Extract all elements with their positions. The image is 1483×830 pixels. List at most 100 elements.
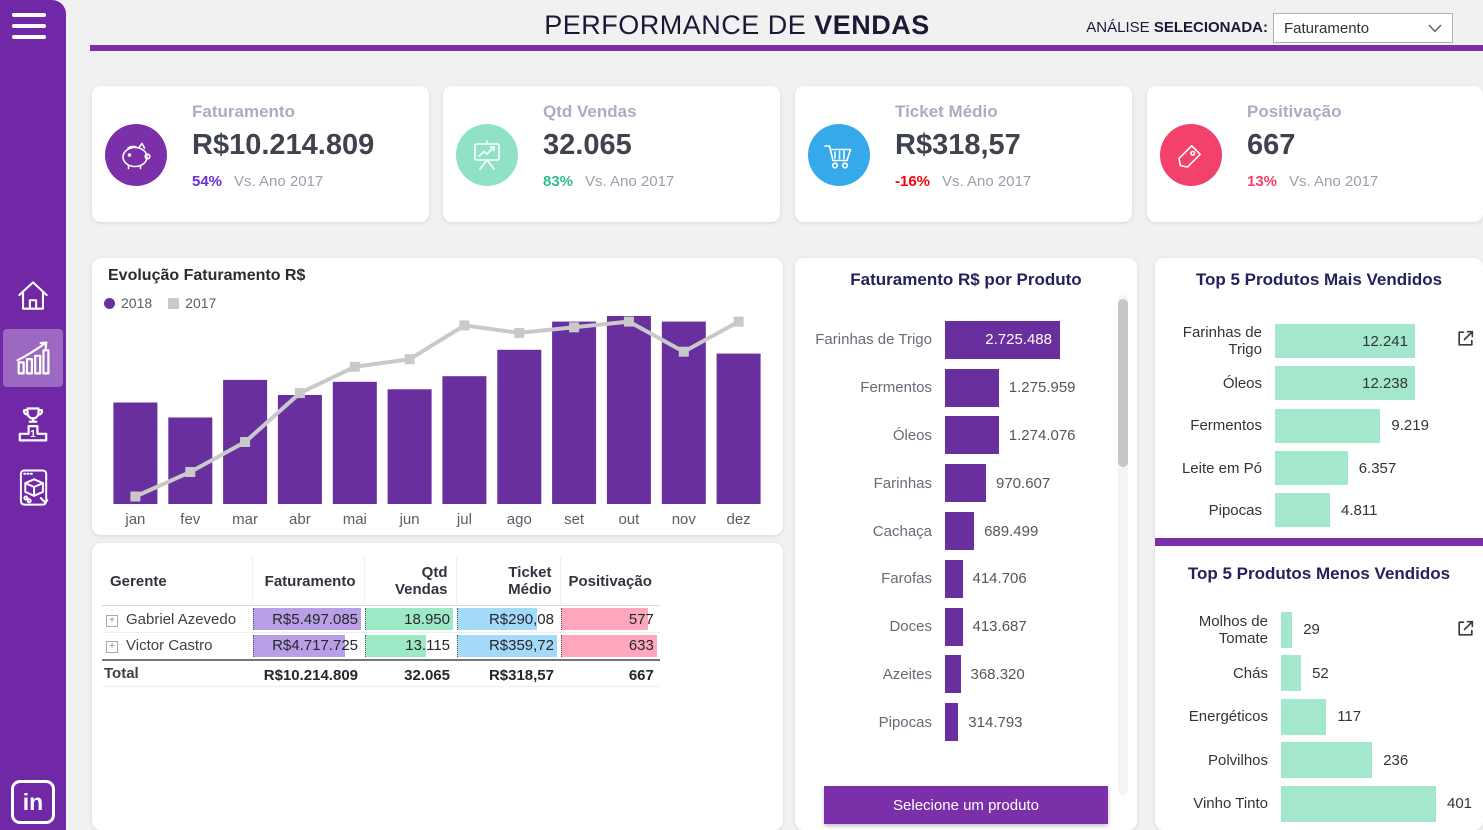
bar-Chás[interactable] <box>1281 655 1302 692</box>
bar-set[interactable] <box>552 321 597 504</box>
top5-bar-row[interactable]: Molhos de Tomate 29 <box>1155 608 1483 652</box>
bar-Doces[interactable] <box>945 607 963 646</box>
marker-jun[interactable] <box>404 354 415 365</box>
sidebar-item-sales-evolution[interactable] <box>3 329 63 387</box>
bar-jan[interactable] <box>113 402 158 505</box>
value-label: 2.725.488 <box>985 331 1052 349</box>
product-bar-row[interactable]: Doces 413.687 <box>803 603 1103 651</box>
product-bar-row[interactable]: Óleos 1.274.076 <box>803 412 1103 460</box>
device-cube-icon <box>19 469 49 506</box>
product-bar-row[interactable]: Azeites 368.320 <box>803 651 1103 699</box>
top5-bar-row[interactable]: Pipocas 4.811 <box>1155 489 1483 531</box>
data-bar[interactable] <box>365 635 427 657</box>
column-header-2[interactable]: Qtd Vendas <box>363 557 456 606</box>
expand-icon[interactable]: + <box>106 641 118 654</box>
bar-Farinhas[interactable] <box>945 464 986 503</box>
popout-icon[interactable] <box>1455 618 1476 639</box>
top5-bar-row[interactable]: Leite em Pó 6.357 <box>1155 447 1483 489</box>
scrollbar-track[interactable] <box>1118 295 1128 795</box>
data-bar[interactable] <box>365 608 454 630</box>
top5-least-sold-chart: Molhos de Tomate 29 Chás 52 Energéticos 117 Po… <box>1155 608 1483 826</box>
top5-bar-row[interactable]: Vinho Tinto 401 <box>1155 782 1483 826</box>
bar-Farinhas de Trigo[interactable]: 12.241 <box>1275 324 1415 359</box>
bar-Óleos[interactable] <box>945 416 999 455</box>
table-row[interactable]: + Gabriel Azevedo R$5.497.085 18.950 R$290,0… <box>102 605 660 633</box>
marker-out[interactable] <box>623 316 634 327</box>
data-bar[interactable] <box>457 635 557 657</box>
bar-out[interactable] <box>606 316 651 504</box>
linkedin-icon[interactable]: in <box>11 780 55 824</box>
kpi-vs-label: Vs. Ano 2017 <box>942 173 1032 190</box>
column-header-1[interactable]: Faturamento <box>251 557 364 606</box>
data-bar[interactable] <box>457 608 538 630</box>
analysis-dropdown[interactable]: Faturamento <box>1273 13 1453 43</box>
marker-jul[interactable] <box>459 320 470 331</box>
menu-icon[interactable] <box>12 13 52 47</box>
bar-Leite em Pó[interactable] <box>1275 451 1348 486</box>
cell-value: 577 <box>628 610 654 628</box>
bar-Polvilhos[interactable] <box>1281 742 1373 779</box>
data-bar[interactable] <box>253 635 346 657</box>
marker-abr[interactable] <box>294 388 305 399</box>
top5-bar-row[interactable]: Farinhas de Trigo 12.241 <box>1155 320 1483 362</box>
data-bar[interactable] <box>253 608 361 630</box>
expand-icon[interactable]: + <box>106 614 118 627</box>
marker-mar[interactable] <box>240 437 251 447</box>
bar-abr[interactable] <box>277 395 322 504</box>
sidebar-item-product-explorer[interactable] <box>3 458 63 516</box>
bar-mai[interactable] <box>332 381 377 504</box>
bar-Fermentos[interactable] <box>1275 408 1381 443</box>
bar-Azeites[interactable] <box>945 655 961 694</box>
bar-Pipocas[interactable] <box>945 703 959 742</box>
marker-dez[interactable] <box>733 316 744 327</box>
product-bar-row[interactable]: Farinhas de Trigo 2.725.488 <box>803 316 1103 364</box>
scrollbar-thumb[interactable] <box>1118 299 1128 467</box>
top5-bar-row[interactable]: Energéticos 117 <box>1155 695 1483 739</box>
table-row[interactable]: + Victor Castro R$4.717.725 13.115 R$359,72 6… <box>102 632 660 660</box>
top5-bar-row[interactable]: Polvilhos 236 <box>1155 739 1483 783</box>
product-bar-row[interactable]: Farofas 414.706 <box>803 555 1103 603</box>
select-product-button[interactable]: Selecione um produto <box>824 786 1108 824</box>
marker-set[interactable] <box>569 322 580 333</box>
column-header-3[interactable]: Ticket Médio <box>455 557 560 606</box>
marker-jan[interactable] <box>130 491 141 502</box>
marker-mai[interactable] <box>349 361 360 372</box>
marker-ago[interactable] <box>514 327 525 338</box>
column-header-0[interactable]: Gerente <box>102 557 252 606</box>
product-bar-row[interactable]: Fermentos 1.275.959 <box>803 364 1103 412</box>
data-bar[interactable] <box>561 635 657 657</box>
bar-Farofas[interactable] <box>945 559 963 598</box>
data-bar[interactable] <box>561 608 649 630</box>
product-bar-row[interactable]: Farinhas 970.607 <box>803 459 1103 507</box>
column-header-4[interactable]: Positivação <box>559 557 660 606</box>
bar-Cachaça[interactable] <box>945 512 975 551</box>
sidebar-item-ranking[interactable]: 1 <box>3 396 63 454</box>
manager-name: Victor Castro <box>126 637 213 655</box>
bar-Molhos de Tomate[interactable] <box>1281 611 1293 648</box>
bar-Fermentos[interactable] <box>945 368 999 407</box>
top5-bar-row[interactable]: Fermentos 9.219 <box>1155 405 1483 447</box>
top5-bar-row[interactable]: Chás 52 <box>1155 652 1483 696</box>
marker-nov[interactable] <box>678 346 689 357</box>
bar-fev[interactable] <box>168 417 213 505</box>
bar-Pipocas[interactable] <box>1275 493 1330 528</box>
cell-value: R$5.497.085 <box>272 610 358 628</box>
bar-ago[interactable] <box>497 349 542 504</box>
bar-Energéticos[interactable] <box>1281 698 1327 735</box>
marker-fev[interactable] <box>185 467 196 477</box>
product-bar-row[interactable]: Cachaça 689.499 <box>803 507 1103 555</box>
kpi-title: Ticket Médio <box>895 102 998 121</box>
bar-jun[interactable] <box>387 389 432 504</box>
category-label: Vinho Tinto <box>1193 795 1268 813</box>
sidebar-item-home[interactable] <box>3 266 63 324</box>
bar-dez[interactable] <box>716 353 761 504</box>
popout-icon[interactable] <box>1455 328 1476 349</box>
product-bar-row[interactable]: Pipocas 314.793 <box>803 698 1103 746</box>
top5-bar-row[interactable]: Óleos 12.238 <box>1155 362 1483 404</box>
category-label: Cachaça <box>872 522 932 540</box>
bar-Óleos[interactable]: 12.238 <box>1275 366 1415 401</box>
bar-Vinho Tinto[interactable] <box>1281 785 1436 822</box>
bar-jul[interactable] <box>442 376 487 504</box>
bar-Farinhas de Trigo[interactable]: 2.725.488 <box>945 320 1060 359</box>
